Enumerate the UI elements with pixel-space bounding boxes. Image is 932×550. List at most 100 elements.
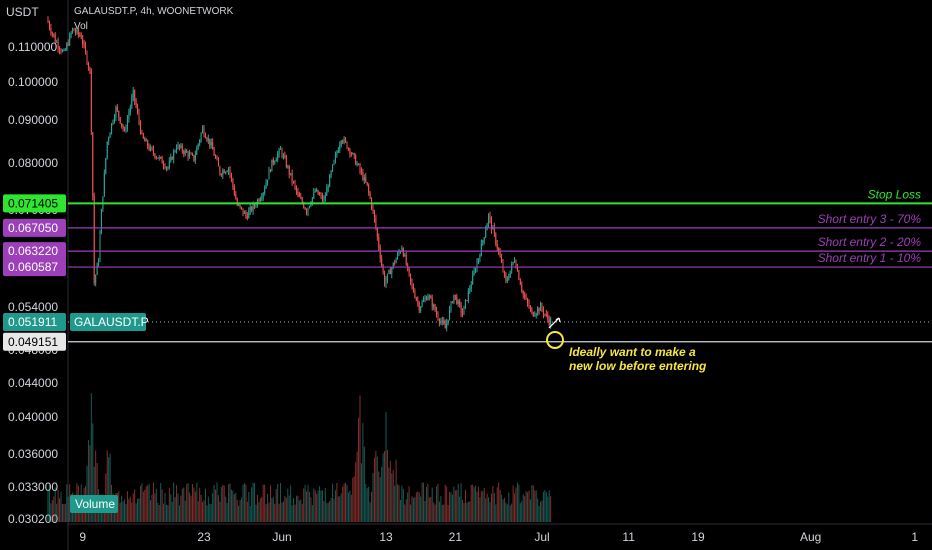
short_entry_2-price-tag[interactable]	[3, 242, 66, 261]
candle-body	[512, 261, 514, 265]
candle-body	[339, 144, 341, 151]
vol-legend[interactable]: Vol	[74, 21, 88, 32]
candle-body	[235, 194, 237, 200]
candle-body	[190, 153, 192, 155]
volume-bar	[131, 502, 133, 522]
candle-body	[223, 170, 225, 174]
candle-body	[401, 248, 403, 252]
volume-bar	[226, 502, 228, 522]
candle-body	[498, 248, 500, 252]
candle-body	[274, 161, 276, 163]
volume-bar	[493, 492, 495, 522]
volume-bar	[451, 494, 453, 522]
candle-body	[98, 261, 100, 264]
candle-body	[100, 209, 102, 234]
volume-bar	[454, 490, 456, 522]
candle-body	[316, 189, 318, 192]
candle-body	[147, 140, 149, 147]
price-levels[interactable]: 0.071405 Stop Loss 0.067050 Short entry 3 -…	[3, 187, 932, 351]
volume-bar	[171, 501, 173, 522]
candle-body	[424, 298, 426, 300]
volume-bar	[547, 496, 549, 522]
candle-body	[501, 257, 503, 263]
new_low_target-price-tag-text: 0.049151	[8, 335, 58, 349]
candle-body	[453, 294, 455, 303]
candle-body	[350, 153, 352, 155]
candle-body	[402, 248, 404, 257]
volume-bar	[238, 505, 240, 522]
volume-bar	[333, 498, 335, 522]
candle-body	[282, 155, 284, 157]
candle-body	[142, 133, 144, 139]
candle-body	[415, 297, 417, 300]
candle-body	[477, 258, 479, 263]
volume-bar	[164, 493, 166, 522]
candle-body	[482, 240, 484, 244]
symbol-legend[interactable]: GALAUSDT.P, 4h, WOONETWORK	[74, 6, 234, 17]
volume-bar	[298, 500, 300, 522]
symbol-price-tag[interactable]	[70, 312, 146, 331]
volume-bar	[212, 493, 214, 522]
volume-bar	[310, 497, 312, 522]
candle-body	[488, 214, 490, 224]
volume-bar	[499, 489, 501, 522]
current_price-price-tag-text: 0.051911	[8, 315, 57, 329]
y-tick-label: 0.054000	[8, 300, 58, 314]
candle-body	[72, 28, 74, 33]
volume-bar	[477, 486, 479, 522]
new_low_target-price-tag[interactable]	[3, 332, 66, 351]
volume-bar	[295, 495, 297, 522]
volume-bar	[389, 460, 391, 522]
candle-body	[115, 106, 117, 118]
annotation[interactable]: Ideally want to make a new low before en…	[546, 317, 707, 373]
volume-bar	[60, 491, 62, 522]
candle-body	[423, 299, 425, 302]
stop_loss-price-tag[interactable]	[3, 194, 66, 213]
candle-body	[180, 145, 182, 148]
volume-bar	[518, 484, 520, 522]
candle-body	[337, 150, 339, 153]
volume-bar	[178, 505, 180, 522]
short_entry_3-price-tag[interactable]	[3, 218, 66, 237]
candle-body	[467, 291, 469, 301]
candle-body	[113, 117, 115, 122]
volume-bar	[225, 496, 227, 522]
volume-bar	[369, 502, 371, 522]
candle-body	[545, 314, 547, 316]
candle-body	[398, 252, 400, 254]
candle-body	[327, 187, 329, 189]
candle-body	[92, 132, 94, 197]
volume-bar	[220, 486, 222, 522]
candle-body	[83, 44, 85, 46]
volume-bar	[460, 483, 462, 522]
volume-bar	[151, 494, 153, 522]
volume-bar	[479, 497, 481, 522]
candle-body	[462, 312, 464, 315]
short_entry_1-price-tag[interactable]	[3, 258, 66, 277]
candle-body	[118, 110, 120, 118]
volume-bar	[124, 499, 126, 522]
volume-bar	[350, 494, 352, 522]
candle-body	[228, 168, 230, 172]
candle-body	[105, 158, 107, 174]
candle-body	[50, 28, 52, 33]
candle-body	[310, 203, 312, 206]
candle-body	[145, 140, 147, 142]
candle-body	[528, 302, 530, 308]
volume-bar	[522, 494, 524, 522]
candle-body	[226, 171, 228, 173]
volume-bar	[259, 498, 261, 522]
volume-bar	[423, 482, 425, 522]
volume-tag[interactable]	[70, 495, 118, 513]
current_price-price-tag[interactable]	[3, 312, 66, 331]
volume-bar	[427, 483, 429, 522]
volume-bar	[57, 489, 59, 522]
volume-bar	[308, 491, 310, 522]
candle-body	[470, 284, 472, 289]
candle-body	[519, 279, 521, 285]
volume-bar	[538, 505, 540, 522]
time-axis[interactable]: 9 23 Jun 13 21 Jul 11 19 Aug 1	[79, 530, 918, 544]
volume-tag-label: Volume	[75, 497, 115, 511]
candle-body	[460, 304, 462, 313]
